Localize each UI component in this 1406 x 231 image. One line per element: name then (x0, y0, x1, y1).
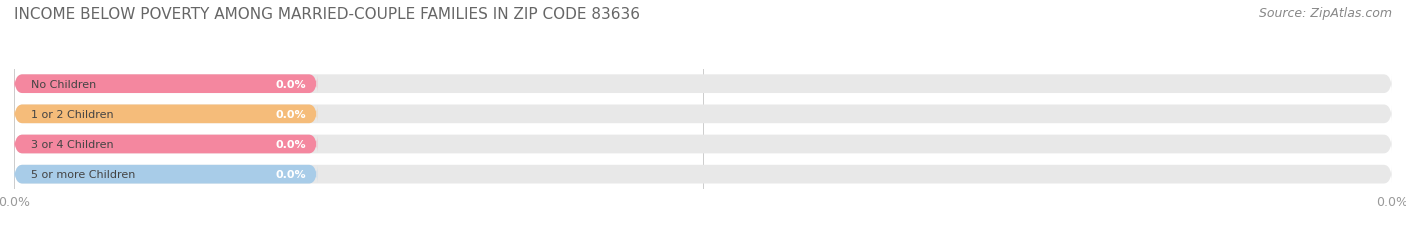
Text: 0.0%: 0.0% (276, 79, 307, 89)
FancyBboxPatch shape (14, 105, 318, 124)
Text: INCOME BELOW POVERTY AMONG MARRIED-COUPLE FAMILIES IN ZIP CODE 83636: INCOME BELOW POVERTY AMONG MARRIED-COUPL… (14, 7, 640, 22)
FancyBboxPatch shape (14, 75, 1392, 94)
FancyBboxPatch shape (14, 75, 318, 94)
Text: Source: ZipAtlas.com: Source: ZipAtlas.com (1258, 7, 1392, 20)
Text: 0.0%: 0.0% (276, 139, 307, 149)
FancyBboxPatch shape (14, 165, 318, 184)
FancyBboxPatch shape (14, 165, 1392, 184)
FancyBboxPatch shape (14, 135, 1392, 154)
FancyBboxPatch shape (14, 105, 1392, 124)
FancyBboxPatch shape (14, 135, 318, 154)
Text: 0.0%: 0.0% (276, 169, 307, 179)
Text: 0.0%: 0.0% (276, 109, 307, 119)
Text: 3 or 4 Children: 3 or 4 Children (31, 139, 114, 149)
Text: No Children: No Children (31, 79, 96, 89)
Text: 1 or 2 Children: 1 or 2 Children (31, 109, 114, 119)
Text: 5 or more Children: 5 or more Children (31, 169, 135, 179)
